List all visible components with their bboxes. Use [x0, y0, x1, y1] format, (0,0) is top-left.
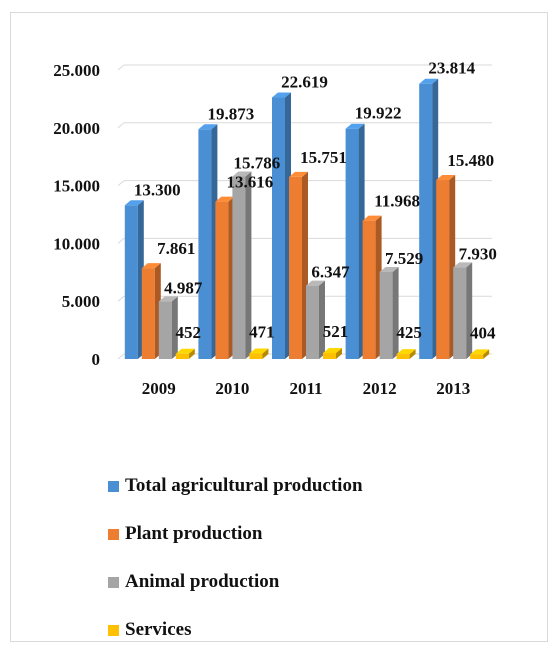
data-label: 6.347 — [311, 263, 350, 282]
legend: Total agricultural production Plant prod… — [108, 462, 363, 654]
bar — [175, 348, 195, 359]
legend-swatch — [108, 576, 119, 588]
legend-label: Services — [125, 619, 192, 640]
legend-label: Animal production — [125, 571, 280, 592]
y-tick-label: 0 — [92, 350, 101, 369]
y-tick-label: 20.000 — [53, 119, 100, 138]
data-label: 471 — [249, 323, 275, 342]
gridline-depth — [117, 238, 125, 244]
bar — [289, 171, 308, 359]
legend-item-plant: Plant production — [108, 510, 363, 558]
bar — [419, 78, 439, 360]
data-label: 11.968 — [374, 192, 420, 211]
bar — [124, 200, 144, 359]
data-label: 13.300 — [134, 180, 181, 199]
legend-swatch — [108, 528, 119, 540]
data-label: 13.616 — [227, 173, 274, 192]
legend-label: Total agricultural production — [125, 475, 363, 496]
x-tick-label: 2009 — [142, 379, 176, 398]
legend-swatch — [108, 624, 119, 636]
gridline-depth — [117, 180, 125, 186]
bar — [470, 349, 490, 359]
bar-chart: 0 5.000 10.000 15.000 20.000 25.000 13.300 7.8… — [53, 59, 497, 398]
bar — [141, 263, 161, 359]
bars — [124, 78, 490, 360]
x-tick-label: 2012 — [363, 379, 397, 398]
gridline-depth — [117, 122, 125, 129]
y-tick-label: 10.000 — [53, 234, 100, 253]
data-label: 19.873 — [208, 104, 255, 123]
data-label: 404 — [470, 323, 496, 342]
bar — [396, 349, 416, 359]
data-label: 7.861 — [157, 239, 195, 258]
bar — [249, 348, 269, 359]
bar — [345, 123, 365, 359]
legend-item-total: Total agricultural production — [108, 462, 363, 510]
bar — [158, 296, 178, 359]
data-label: 15.786 — [234, 154, 281, 173]
legend-swatch — [108, 480, 119, 492]
data-label: 15.751 — [300, 148, 347, 167]
y-axis-ticks: 0 5.000 10.000 15.000 20.000 25.000 — [53, 61, 100, 369]
bar — [232, 171, 252, 359]
gridline-depth — [117, 64, 125, 71]
data-label: 425 — [396, 323, 422, 342]
gridline-depth — [117, 295, 125, 302]
data-label: 4.987 — [164, 278, 203, 297]
data-label: 23.814 — [428, 59, 475, 78]
x-axis-ticks: 2009 2010 2011 2012 2013 — [142, 379, 470, 398]
data-label: 7.930 — [459, 244, 497, 263]
bar — [379, 266, 399, 359]
legend-label: Plant production — [125, 523, 263, 544]
data-label: 22.619 — [281, 73, 328, 92]
x-tick-label: 2011 — [289, 379, 322, 398]
bar — [453, 262, 473, 359]
bar — [198, 124, 218, 359]
x-tick-label: 2013 — [436, 379, 470, 398]
data-label: 521 — [323, 322, 349, 341]
bar — [436, 175, 456, 359]
y-tick-label: 5.000 — [62, 292, 100, 311]
data-label: 15.480 — [447, 151, 494, 170]
data-label: 19.922 — [355, 104, 402, 123]
y-tick-label: 15.000 — [53, 177, 100, 196]
bar — [362, 215, 382, 359]
data-label: 7.529 — [385, 249, 423, 268]
y-tick-label: 25.000 — [53, 61, 100, 80]
legend-item-services: Services — [108, 606, 363, 654]
bar — [306, 280, 325, 359]
legend-item-animal: Animal production — [108, 558, 363, 606]
bar — [215, 196, 235, 359]
bar — [323, 347, 342, 359]
data-label: 452 — [176, 323, 202, 342]
bar — [272, 92, 291, 360]
gridline-depth — [117, 353, 125, 360]
x-tick-label: 2010 — [215, 379, 249, 398]
